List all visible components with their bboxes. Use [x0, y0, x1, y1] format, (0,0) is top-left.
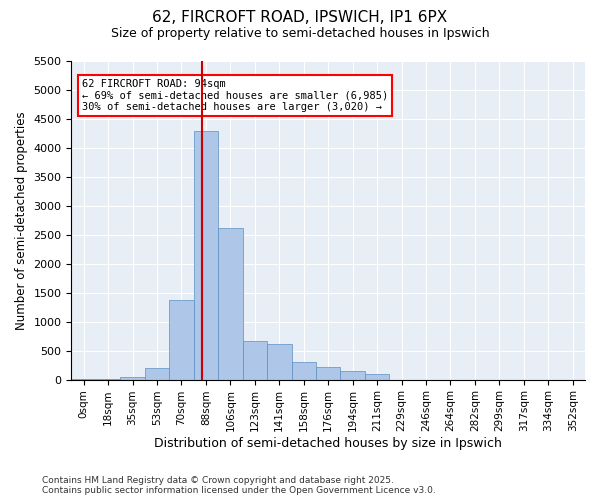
Text: Contains HM Land Registry data © Crown copyright and database right 2025.
Contai: Contains HM Land Registry data © Crown c… [42, 476, 436, 495]
Bar [365, 374, 389, 380]
Bar [340, 371, 365, 380]
Bar [194, 131, 218, 380]
Text: 62 FIRCROFT ROAD: 94sqm
← 69% of semi-detached houses are smaller (6,985)
30% of: 62 FIRCROFT ROAD: 94sqm ← 69% of semi-de… [82, 79, 388, 112]
Bar [292, 362, 316, 380]
Bar [145, 368, 169, 380]
Bar [169, 300, 194, 380]
Bar [96, 379, 121, 380]
Bar [242, 341, 267, 380]
Y-axis label: Number of semi-detached properties: Number of semi-detached properties [15, 111, 28, 330]
Bar [121, 376, 145, 380]
Bar [267, 344, 292, 380]
Bar [218, 228, 242, 380]
X-axis label: Distribution of semi-detached houses by size in Ipswich: Distribution of semi-detached houses by … [154, 437, 502, 450]
Bar [316, 368, 340, 380]
Text: Size of property relative to semi-detached houses in Ipswich: Size of property relative to semi-detach… [110, 28, 490, 40]
Text: 62, FIRCROFT ROAD, IPSWICH, IP1 6PX: 62, FIRCROFT ROAD, IPSWICH, IP1 6PX [152, 10, 448, 25]
